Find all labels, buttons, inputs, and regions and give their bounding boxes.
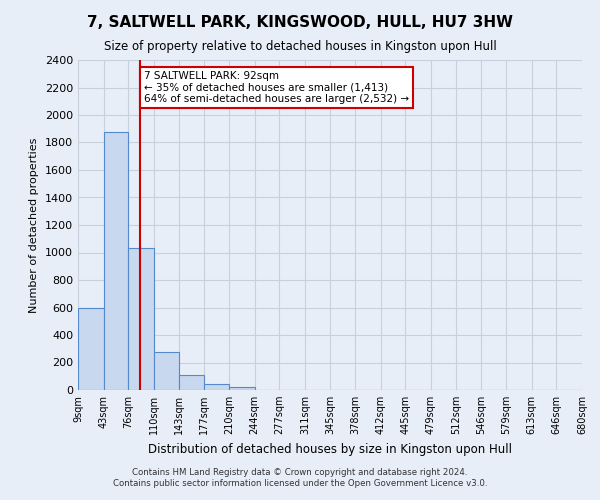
Bar xyxy=(229,387,254,390)
Text: 7, SALTWELL PARK, KINGSWOOD, HULL, HU7 3HW: 7, SALTWELL PARK, KINGSWOOD, HULL, HU7 3… xyxy=(87,15,513,30)
Bar xyxy=(78,308,104,390)
Bar xyxy=(204,384,229,390)
Y-axis label: Number of detached properties: Number of detached properties xyxy=(29,138,40,312)
Text: 7 SALTWELL PARK: 92sqm
← 35% of detached houses are smaller (1,413)
64% of semi-: 7 SALTWELL PARK: 92sqm ← 35% of detached… xyxy=(144,71,409,104)
Bar xyxy=(128,248,154,390)
Bar xyxy=(179,375,204,390)
Bar xyxy=(154,352,179,390)
Text: Size of property relative to detached houses in Kingston upon Hull: Size of property relative to detached ho… xyxy=(104,40,496,53)
Text: Contains HM Land Registry data © Crown copyright and database right 2024.
Contai: Contains HM Land Registry data © Crown c… xyxy=(113,468,487,487)
Bar xyxy=(104,132,128,390)
X-axis label: Distribution of detached houses by size in Kingston upon Hull: Distribution of detached houses by size … xyxy=(148,442,512,456)
